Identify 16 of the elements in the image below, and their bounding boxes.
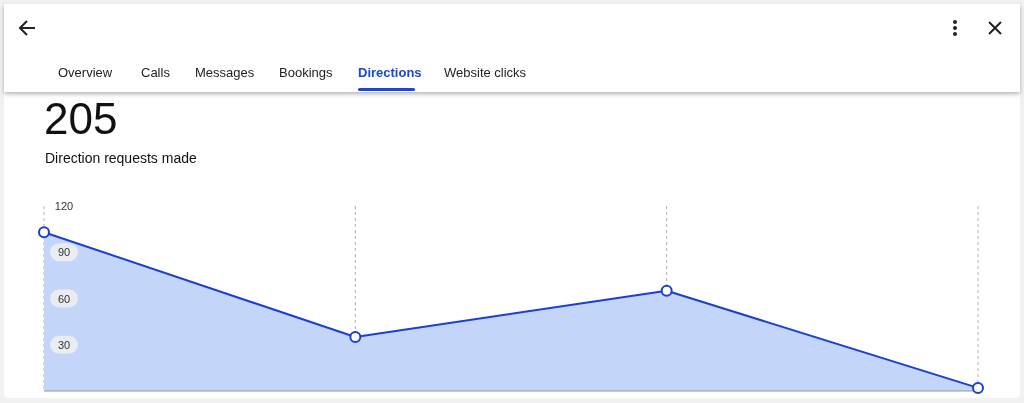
point <box>660 284 673 297</box>
chart-title: 205 <box>44 94 118 143</box>
text: Overview <box>58 65 113 80</box>
point <box>349 331 362 344</box>
y-tick-label: 30 <box>57 338 71 351</box>
chart-subtitle: Direction requests made <box>45 150 197 166</box>
text: Directions <box>358 65 422 80</box>
y-tick-label: 60 <box>57 292 71 305</box>
text: Bookings <box>279 65 333 80</box>
text: Website clicks <box>444 65 527 80</box>
y-tick-label: 90 <box>57 246 71 259</box>
y-tick-label: 120 <box>54 200 74 212</box>
point <box>38 226 50 239</box>
text: Messages <box>195 65 255 80</box>
point <box>972 381 984 394</box>
text: Calls <box>141 65 171 80</box>
